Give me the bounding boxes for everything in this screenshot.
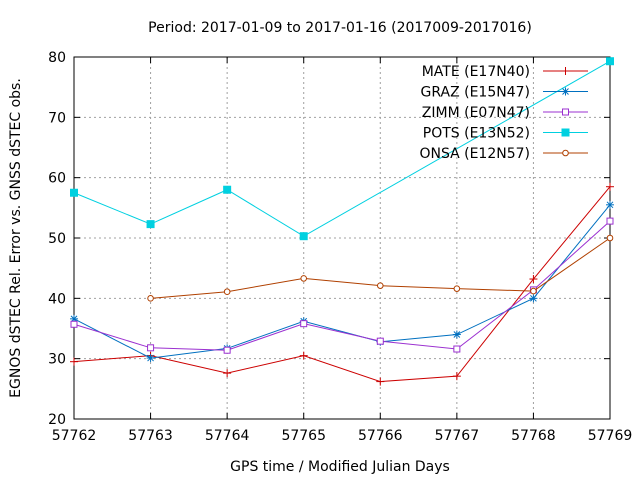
legend-entry-pots: POTS (E13N52) — [423, 126, 588, 142]
legend-label: ONSA (E12N57) — [419, 146, 530, 162]
data-point-zimm — [147, 344, 155, 352]
data-point-mate — [70, 357, 78, 366]
chart-title: Period: 2017-01-09 to 2017-01-16 (201700… — [148, 20, 532, 36]
x-tick-label: 57769 — [588, 428, 633, 444]
data-point-onsa — [530, 287, 537, 295]
data-point-zimm — [70, 320, 78, 328]
x-tick-label: 57768 — [511, 428, 556, 444]
y-tick-label: 60 — [48, 171, 66, 187]
y-tick-label: 30 — [48, 352, 66, 368]
y-tick-label: 50 — [48, 231, 66, 247]
x-axis-label: GPS time / Modified Julian Days — [230, 459, 450, 475]
legend-entry-onsa: ONSA (E12N57) — [419, 146, 588, 162]
x-tick-label: 57767 — [435, 428, 480, 444]
series-line-zimm — [73, 220, 611, 351]
legend-label: MATE (E17N40) — [422, 64, 530, 80]
data-point-mate — [299, 351, 308, 360]
x-tick-label: 57765 — [281, 428, 326, 444]
data-point-pots — [70, 188, 78, 197]
data-point-onsa — [300, 275, 308, 282]
data-point-mate — [606, 182, 614, 191]
data-point-pots — [299, 232, 308, 241]
series-zimm — [70, 217, 614, 354]
y-tick-label: 70 — [48, 110, 66, 126]
series-mate — [70, 182, 614, 386]
legend-swatch-marker — [561, 87, 570, 96]
series-layer — [70, 57, 614, 386]
x-tick-label: 57763 — [128, 428, 173, 444]
grid — [74, 57, 610, 419]
data-point-graz — [529, 294, 538, 303]
legend-swatch-marker — [561, 67, 570, 75]
legend-entry-zimm: ZIMM (E07N47) — [422, 105, 588, 121]
data-point-zimm — [606, 217, 614, 225]
legend-entry-mate: MATE (E17N40) — [422, 64, 588, 80]
data-point-zimm — [223, 346, 231, 354]
data-point-graz — [606, 200, 614, 209]
data-point-onsa — [453, 285, 461, 292]
data-point-zimm — [376, 337, 384, 345]
data-point-graz — [146, 354, 155, 363]
axes: 57762 57763 57764 57765 57766 57767 57768 57769… — [48, 50, 632, 444]
data-point-pots — [606, 57, 614, 66]
legend-swatch-marker — [562, 108, 569, 116]
data-point-onsa — [147, 295, 154, 302]
legend-swatch-marker — [561, 128, 570, 137]
data-point-graz — [452, 330, 461, 339]
data-point-onsa — [376, 282, 384, 289]
data-point-mate — [529, 275, 538, 284]
data-point-onsa — [606, 234, 614, 242]
data-point-mate — [223, 369, 232, 378]
legend-label: ZIMM (E07N47) — [422, 105, 530, 121]
y-tick-label: 40 — [48, 291, 66, 307]
data-point-mate — [452, 372, 461, 381]
data-point-pots — [223, 185, 232, 194]
x-tick-label: 57762 — [52, 428, 97, 444]
data-point-mate — [376, 377, 385, 386]
data-point-zimm — [300, 320, 308, 328]
data-point-onsa — [223, 288, 231, 295]
legend-swatch-marker — [562, 149, 569, 157]
series-line-mate — [73, 186, 611, 383]
legend-label: GRAZ (E15N47) — [421, 85, 531, 101]
x-tick-label: 57766 — [358, 428, 403, 444]
x-tick-label: 57764 — [205, 428, 250, 444]
series-line-graz — [73, 204, 611, 359]
series-onsa — [147, 234, 614, 302]
y-axis-label: EGNOS dSTEC Rel. Error vs. GNSS dSTEC ob… — [8, 78, 24, 398]
legend: MATE (E17N40) GRAZ (E15N47) ZIMM (E07N47) P… — [419, 64, 588, 162]
y-tick-label: 20 — [48, 412, 66, 428]
y-tick-label: 80 — [48, 50, 66, 66]
series-pots — [70, 57, 614, 241]
data-point-zimm — [453, 345, 461, 353]
legend-entry-graz: GRAZ (E15N47) — [421, 85, 588, 101]
data-point-pots — [146, 220, 155, 229]
legend-label: POTS (E13N52) — [423, 126, 530, 142]
